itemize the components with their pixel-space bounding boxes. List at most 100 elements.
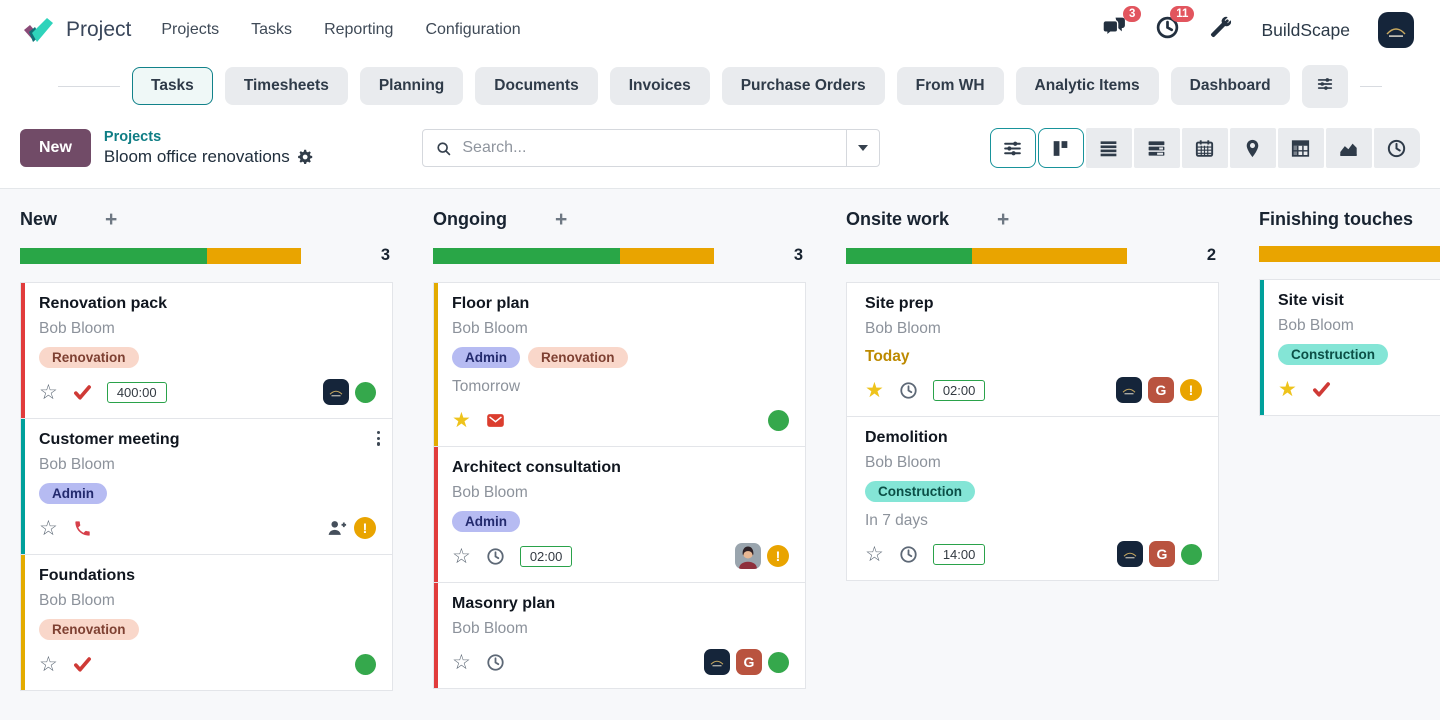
view-button-map-pin[interactable]: [1229, 128, 1276, 168]
column-progress-bar[interactable]: [20, 247, 301, 264]
company-logo-avatar[interactable]: [704, 649, 730, 675]
add-task-button[interactable]: +: [997, 207, 1010, 231]
progress-green-segment[interactable]: [846, 247, 973, 264]
kebab-menu-icon[interactable]: [376, 431, 380, 446]
status-green-dot[interactable]: [768, 651, 789, 673]
task-title: Architect consultation: [452, 459, 621, 476]
status-green-dot[interactable]: [355, 381, 376, 403]
column-progress-bar[interactable]: [433, 247, 714, 264]
star-outline-icon[interactable]: ☆: [39, 380, 58, 404]
task-card[interactable]: Demolition Bob Bloom Construction In 7 days…: [846, 416, 1219, 581]
task-card[interactable]: Architect consultation Bob Bloom Admin ☆ 02:…: [433, 446, 806, 583]
tabs-settings-button[interactable]: [1301, 64, 1348, 108]
tab-invoices[interactable]: Invoices: [609, 67, 710, 105]
task-deadline: In 7 days: [865, 512, 928, 529]
task-card[interactable]: Renovation pack Bob Bloom Renovation ☆ 400:0…: [20, 282, 393, 419]
clock-icon[interactable]: [486, 653, 505, 672]
progress-orange-segment[interactable]: [972, 247, 1127, 264]
tab-documents[interactable]: Documents: [475, 67, 598, 105]
overdue-exclamation-icon[interactable]: !: [354, 517, 376, 539]
g-avatar[interactable]: G: [736, 649, 762, 675]
company-logo-avatar[interactable]: [1117, 541, 1143, 567]
tab-dashboard[interactable]: Dashboard: [1170, 67, 1290, 105]
progress-green-segment[interactable]: [433, 247, 620, 264]
g-avatar[interactable]: G: [1149, 541, 1175, 567]
status-green-dot[interactable]: [1181, 543, 1202, 565]
company-logo-avatar[interactable]: [323, 379, 349, 405]
tools-button[interactable]: [1208, 15, 1233, 45]
task-card[interactable]: Masonry plan Bob Bloom ☆ G: [433, 582, 806, 689]
star-outline-icon[interactable]: ☆: [452, 650, 471, 674]
star-outline-icon[interactable]: ☆: [39, 516, 58, 540]
star-filled-icon[interactable]: ★: [865, 378, 884, 402]
status-green-dot[interactable]: [355, 653, 376, 675]
task-footer: ★ 02:00 G!: [865, 377, 1202, 403]
column-progress-bar[interactable]: [1259, 246, 1440, 262]
progress-orange-segment[interactable]: [1259, 246, 1440, 262]
app-brand[interactable]: Project: [20, 13, 131, 47]
view-button-clock[interactable]: [1373, 128, 1420, 168]
tab-planning[interactable]: Planning: [359, 67, 464, 105]
check-icon[interactable]: [73, 383, 92, 402]
task-title: Demolition: [865, 429, 948, 446]
star-outline-icon[interactable]: ☆: [865, 542, 884, 566]
control-bar: New Projects Bloom office renovations: [0, 116, 1440, 180]
breadcrumb-parent-link[interactable]: Projects: [103, 129, 162, 146]
view-button-pivot[interactable]: [1277, 128, 1324, 168]
star-outline-icon[interactable]: ☆: [452, 544, 471, 568]
task-card[interactable]: Foundations Bob Bloom Renovation ☆: [20, 554, 393, 691]
check-icon[interactable]: [1312, 380, 1331, 399]
add-task-button[interactable]: +: [554, 207, 568, 231]
tab-analytic-items[interactable]: Analytic Items: [1015, 67, 1159, 105]
user-avatar[interactable]: [1378, 12, 1414, 48]
tab-timesheets[interactable]: Timesheets: [224, 67, 348, 105]
overdue-exclamation-icon[interactable]: !: [767, 545, 789, 567]
assignee-photo-avatar[interactable]: [735, 543, 761, 569]
tab-purchase-orders[interactable]: Purchase Orders: [721, 67, 885, 105]
column-header: New +: [20, 205, 393, 233]
tab-from-wh[interactable]: From WH: [896, 67, 1004, 105]
breadcrumb: Projects Bloom office renovations: [104, 128, 313, 167]
company-name[interactable]: BuildScape: [1261, 19, 1350, 40]
menu-item-configuration[interactable]: Configuration: [425, 21, 521, 38]
clock-icon[interactable]: [899, 381, 918, 400]
view-button-activity-rows[interactable]: [1133, 128, 1180, 168]
messages-button[interactable]: 3: [1102, 6, 1142, 45]
clock-icon[interactable]: [899, 545, 918, 564]
search-input[interactable]: [460, 138, 847, 158]
column-progress-bar[interactable]: [846, 247, 1127, 264]
phone-icon[interactable]: [73, 519, 92, 538]
progress-orange-segment[interactable]: [619, 247, 714, 264]
overdue-exclamation-icon[interactable]: !: [1180, 379, 1202, 401]
search-dropdown-toggle[interactable]: [846, 130, 879, 166]
envelope-icon[interactable]: [486, 411, 505, 430]
person-plus-icon[interactable]: [326, 518, 348, 538]
progress-orange-segment[interactable]: [206, 247, 301, 264]
check-icon[interactable]: [73, 655, 92, 674]
task-card[interactable]: Site visit Bob Bloom Construction ★: [1259, 279, 1440, 416]
g-avatar[interactable]: G: [1148, 377, 1174, 403]
star-filled-icon[interactable]: ★: [452, 408, 471, 432]
status-green-dot[interactable]: [768, 409, 789, 431]
view-button-calendar[interactable]: [1181, 128, 1228, 168]
star-outline-icon[interactable]: ☆: [39, 652, 58, 676]
view-button-graph[interactable]: [1325, 128, 1372, 168]
company-logo-avatar[interactable]: [1116, 377, 1142, 403]
menu-item-reporting[interactable]: Reporting: [324, 21, 394, 38]
menu-item-projects[interactable]: Projects: [161, 21, 220, 38]
new-button[interactable]: New: [20, 129, 91, 167]
task-card[interactable]: Floor plan Bob Bloom Admin Renovation Tomorr…: [433, 282, 806, 447]
task-card[interactable]: Customer meeting Bob Bloom Admin ☆!: [20, 418, 393, 555]
view-button-kanban[interactable]: [1037, 128, 1084, 168]
add-task-button[interactable]: +: [105, 207, 118, 231]
tab-tasks[interactable]: Tasks: [132, 67, 213, 105]
task-card[interactable]: Site prep Bob Bloom Today ★ 02:00 G!: [846, 282, 1219, 417]
star-filled-icon[interactable]: ★: [1278, 377, 1297, 401]
clock-icon[interactable]: [486, 547, 505, 566]
view-button-list[interactable]: [1085, 128, 1132, 168]
menu-item-tasks[interactable]: Tasks: [251, 21, 293, 38]
view-button-filters[interactable]: [989, 128, 1036, 168]
gear-icon[interactable]: [297, 149, 313, 165]
progress-green-segment[interactable]: [20, 247, 207, 264]
activities-button[interactable]: 11: [1155, 6, 1195, 45]
